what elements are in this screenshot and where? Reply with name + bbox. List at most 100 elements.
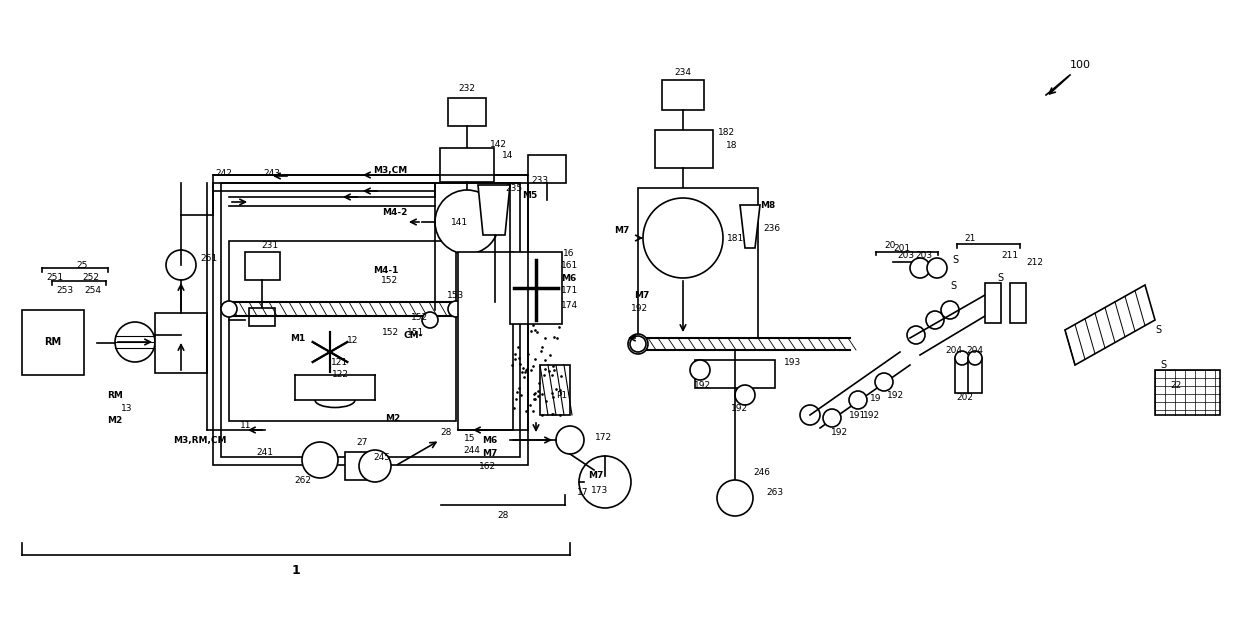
Circle shape bbox=[303, 442, 339, 478]
Text: CM-: CM- bbox=[404, 331, 423, 339]
Text: 192: 192 bbox=[694, 381, 712, 389]
Text: 243: 243 bbox=[263, 169, 280, 177]
Text: S: S bbox=[952, 255, 959, 265]
Bar bbox=[694, 360, 775, 388]
Text: 192: 192 bbox=[631, 303, 649, 313]
Text: 20: 20 bbox=[884, 240, 895, 250]
Text: 254: 254 bbox=[84, 286, 100, 295]
Text: 244: 244 bbox=[464, 446, 480, 454]
Text: 161: 161 bbox=[560, 261, 578, 269]
Bar bbox=[968, 358, 982, 393]
Text: 28: 28 bbox=[440, 428, 451, 436]
Text: 13: 13 bbox=[122, 404, 133, 412]
Text: M7: M7 bbox=[614, 226, 629, 234]
Polygon shape bbox=[1065, 285, 1154, 365]
Circle shape bbox=[906, 326, 925, 344]
Bar bbox=[345, 452, 379, 480]
Text: 253: 253 bbox=[56, 286, 73, 295]
Text: RM: RM bbox=[107, 391, 123, 399]
Text: S: S bbox=[997, 273, 1003, 283]
Text: 245: 245 bbox=[373, 452, 391, 462]
Text: 100: 100 bbox=[1069, 60, 1090, 70]
Text: 262: 262 bbox=[295, 475, 311, 485]
Circle shape bbox=[800, 405, 820, 425]
Text: 173: 173 bbox=[591, 486, 609, 494]
Text: 261: 261 bbox=[200, 253, 217, 263]
Text: 21: 21 bbox=[965, 234, 976, 242]
Circle shape bbox=[422, 312, 438, 328]
Bar bbox=[229, 241, 456, 421]
Text: 141: 141 bbox=[451, 218, 469, 227]
Circle shape bbox=[556, 426, 584, 454]
Text: 153: 153 bbox=[448, 290, 465, 300]
Text: 14: 14 bbox=[502, 151, 513, 159]
Circle shape bbox=[717, 480, 753, 516]
Circle shape bbox=[166, 250, 196, 280]
Circle shape bbox=[849, 391, 867, 409]
Bar bbox=[246, 252, 280, 280]
Circle shape bbox=[910, 258, 930, 278]
Circle shape bbox=[630, 336, 646, 352]
Text: 16: 16 bbox=[563, 248, 574, 258]
Text: 192: 192 bbox=[732, 404, 749, 412]
Text: RM: RM bbox=[45, 337, 62, 347]
Circle shape bbox=[941, 301, 959, 319]
Text: 172: 172 bbox=[595, 433, 613, 441]
Polygon shape bbox=[477, 185, 510, 235]
Text: 203: 203 bbox=[915, 250, 932, 260]
Text: M2: M2 bbox=[384, 413, 401, 423]
Bar bbox=[221, 183, 520, 457]
Text: 201: 201 bbox=[893, 243, 910, 253]
Text: 211: 211 bbox=[1002, 250, 1018, 260]
Text: 1: 1 bbox=[291, 564, 300, 577]
Text: 22: 22 bbox=[1171, 381, 1182, 389]
Text: M8: M8 bbox=[760, 200, 775, 210]
Text: 191: 191 bbox=[849, 410, 867, 420]
Bar bbox=[22, 310, 84, 375]
Circle shape bbox=[689, 360, 711, 380]
Text: 204: 204 bbox=[966, 345, 983, 355]
Text: 233: 233 bbox=[532, 176, 548, 185]
Bar bbox=[1011, 283, 1025, 323]
Bar bbox=[662, 80, 704, 110]
Text: 202: 202 bbox=[956, 392, 973, 402]
Text: 251: 251 bbox=[46, 273, 63, 282]
Bar bbox=[539, 365, 570, 415]
Text: 182: 182 bbox=[718, 127, 735, 137]
Circle shape bbox=[735, 385, 755, 405]
Text: M5: M5 bbox=[522, 190, 538, 200]
Circle shape bbox=[579, 456, 631, 508]
Circle shape bbox=[448, 301, 464, 317]
Text: 192: 192 bbox=[888, 391, 904, 399]
Text: M4-1: M4-1 bbox=[373, 266, 399, 274]
Text: M6: M6 bbox=[482, 436, 497, 444]
Bar bbox=[955, 358, 968, 393]
Bar bbox=[155, 313, 207, 373]
Text: 19: 19 bbox=[870, 394, 882, 402]
Circle shape bbox=[875, 373, 893, 391]
Text: 152: 152 bbox=[412, 313, 429, 321]
Bar bbox=[985, 283, 1001, 323]
Circle shape bbox=[435, 190, 498, 254]
Polygon shape bbox=[740, 205, 760, 248]
Text: 27: 27 bbox=[356, 438, 368, 446]
Text: 231: 231 bbox=[262, 240, 279, 250]
Text: 204: 204 bbox=[946, 345, 962, 355]
Text: 122: 122 bbox=[331, 370, 348, 378]
Text: 142: 142 bbox=[490, 140, 507, 148]
Text: 11: 11 bbox=[241, 420, 252, 430]
Text: M6: M6 bbox=[560, 274, 577, 282]
Bar bbox=[458, 252, 513, 430]
Text: 236: 236 bbox=[763, 224, 780, 232]
Text: P1: P1 bbox=[557, 391, 568, 399]
Text: S: S bbox=[1159, 360, 1166, 370]
Text: M1: M1 bbox=[290, 334, 305, 342]
Text: 263: 263 bbox=[766, 488, 784, 496]
Text: 242: 242 bbox=[215, 169, 232, 177]
Circle shape bbox=[928, 258, 947, 278]
Bar bbox=[448, 98, 486, 126]
Bar bbox=[1154, 370, 1220, 415]
Text: 241: 241 bbox=[257, 447, 274, 457]
Circle shape bbox=[360, 450, 391, 482]
Text: M7: M7 bbox=[482, 449, 497, 457]
